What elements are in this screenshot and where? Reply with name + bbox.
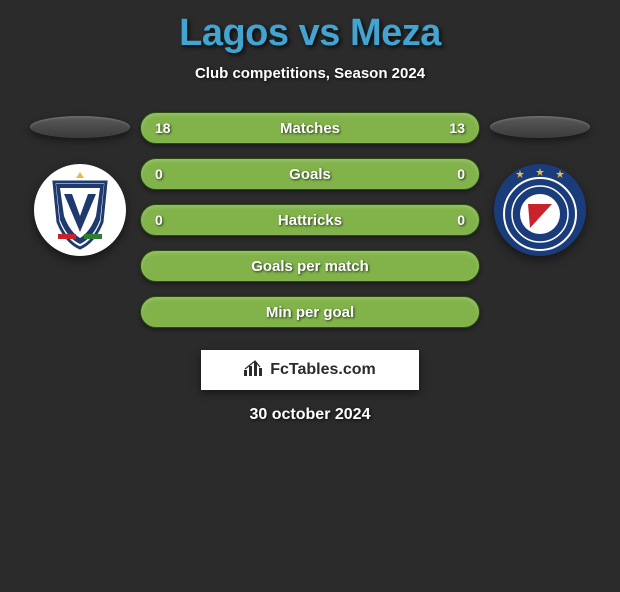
stats-column: 18 Matches 13 0 Goals 0 0 Hattricks 0 Go… [140, 112, 480, 328]
page-title: Lagos vs Meza [0, 12, 620, 55]
comparison-panel: 18 Matches 13 0 Goals 0 0 Hattricks 0 Go… [0, 112, 620, 328]
brand-box[interactable]: FcTables.com [201, 350, 419, 390]
stat-goals-left: 0 [155, 166, 163, 182]
date-line: 30 october 2024 [0, 406, 620, 424]
stat-matches-left: 18 [155, 120, 171, 136]
stat-goals-label: Goals [289, 166, 331, 183]
stat-matches-label: Matches [280, 120, 340, 137]
subtitle: Club competitions, Season 2024 [0, 65, 620, 82]
title-right-player: Meza [350, 12, 441, 54]
stat-row-goals-per-match: Goals per match [140, 250, 480, 282]
title-left-player: Lagos [179, 12, 288, 54]
stat-hattricks-right: 0 [457, 212, 465, 228]
stat-hattricks-label: Hattricks [278, 212, 342, 229]
title-vs: vs [299, 12, 340, 54]
brand-text: FcTables.com [270, 361, 376, 379]
right-player-column [480, 112, 600, 328]
stat-row-goals: 0 Goals 0 [140, 158, 480, 190]
stat-mpg-label: Min per goal [266, 304, 354, 321]
left-club-badge [34, 164, 126, 256]
stat-hattricks-left: 0 [155, 212, 163, 228]
stat-matches-right: 13 [449, 120, 465, 136]
left-player-avatar-placeholder [30, 116, 130, 138]
bar-chart-icon [244, 360, 264, 381]
velez-crest-icon [34, 164, 126, 256]
argentinos-crest-icon [494, 164, 586, 256]
stat-gpm-label: Goals per match [251, 258, 369, 275]
stat-goals-right: 0 [457, 166, 465, 182]
left-player-column [20, 112, 140, 328]
stat-row-min-per-goal: Min per goal [140, 296, 480, 328]
right-player-avatar-placeholder [490, 116, 590, 138]
stat-row-matches: 18 Matches 13 [140, 112, 480, 144]
right-club-badge [494, 164, 586, 256]
stat-row-hattricks: 0 Hattricks 0 [140, 204, 480, 236]
